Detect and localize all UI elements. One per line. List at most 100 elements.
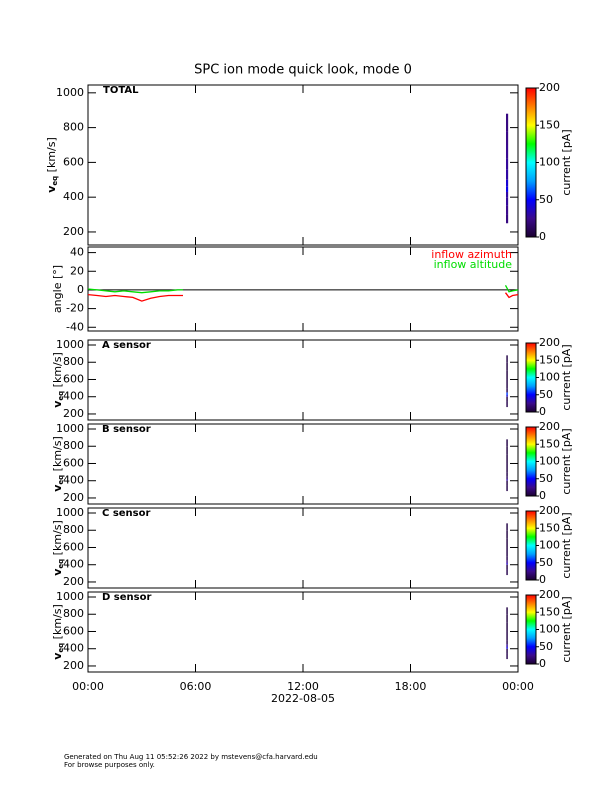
colorbar — [525, 426, 537, 497]
spectrogram-cell — [505, 169, 509, 180]
spectrogram-cell — [506, 396, 508, 402]
y-tick-label: 600 — [63, 540, 84, 553]
spectrogram-cell — [505, 158, 509, 170]
colorbar-tick-label: 50 — [539, 472, 553, 485]
y-axis-title-part: [km/s] — [51, 352, 64, 391]
y-axis-title: veq [km/s] — [51, 520, 65, 576]
colorbar-tick-label: 0 — [539, 230, 546, 243]
y-tick-label: 400 — [63, 190, 84, 203]
y-tick-label: 600 — [63, 155, 84, 168]
spectrogram-cell — [506, 401, 508, 408]
y-tick-label: 0 — [77, 283, 84, 296]
y-axis-title-part: [km/s] — [45, 137, 58, 176]
chart-title: SPC ion mode quick look, mode 0 — [194, 63, 412, 78]
panel-label: B sensor — [102, 424, 151, 435]
y-axis-title-part: [km/s] — [51, 520, 64, 559]
spectrogram-cell — [506, 556, 508, 561]
colorbar-tick-label: 50 — [539, 640, 553, 653]
legend-entry: inflow azimuth — [431, 248, 512, 261]
series-line — [87, 284, 519, 294]
y-tick-label: -20 — [66, 302, 84, 315]
spectrogram-cell — [506, 564, 508, 570]
spectrogram-cell — [506, 607, 508, 615]
colorbar — [525, 510, 537, 581]
colorbar-tick-label: 150 — [539, 437, 560, 450]
spectrogram-cell — [506, 523, 508, 531]
spectrogram-cell — [506, 485, 508, 492]
spectrogram-cell — [505, 197, 509, 206]
y-tick-label: 1000 — [56, 590, 84, 603]
colorbar-title: current [pA] — [560, 129, 573, 195]
y-axis-title-sub: eq — [57, 475, 65, 485]
colorbar-tick-label: 200 — [539, 588, 560, 601]
y-axis-title-part: v — [51, 652, 64, 660]
y-tick-label: 200 — [63, 491, 84, 504]
x-tick-label: 18:00 — [395, 680, 427, 693]
y-tick-label: 800 — [63, 355, 84, 368]
spectrogram-cell — [506, 379, 508, 389]
y-axis-title: veq [km/s] — [51, 436, 65, 492]
colorbar-tick-label: 50 — [539, 388, 553, 401]
spectrogram-cell — [506, 388, 508, 393]
footer-line: For browse purposes only. — [64, 761, 155, 769]
y-tick-label: 800 — [63, 523, 84, 536]
y-axis-title: veq [km/s] — [45, 137, 59, 193]
y-tick-label: 400 — [63, 642, 84, 655]
colorbar-tick-label: 100 — [539, 455, 560, 468]
colorbar-tick-label: 50 — [539, 556, 553, 569]
series-line — [87, 292, 519, 302]
y-tick-label: 1000 — [56, 86, 84, 99]
y-axis-title: veq [km/s] — [51, 352, 65, 408]
x-tick-label: 06:00 — [180, 680, 212, 693]
colorbar-tick-label: 0 — [539, 489, 546, 502]
spectrogram-cell — [505, 145, 509, 159]
colorbar-title: current [pA] — [560, 344, 573, 410]
colorbar-title: current [pA] — [560, 596, 573, 662]
spectrogram-cell — [506, 355, 508, 363]
colorbar-title: current [pA] — [560, 512, 573, 578]
spectrogram-cell — [505, 179, 509, 187]
y-tick-label: 600 — [63, 624, 84, 637]
spectrogram-cell — [506, 392, 508, 395]
y-tick-label: 20 — [70, 264, 84, 277]
colorbar-tick-label: 100 — [539, 539, 560, 552]
spectrogram-cell — [506, 362, 508, 371]
y-tick-label: 200 — [63, 407, 84, 420]
y-tick-label: 200 — [63, 659, 84, 672]
spectrogram-cell — [506, 472, 508, 477]
spectrogram-cell — [506, 563, 508, 565]
spectrogram-cell — [506, 560, 508, 563]
spectrogram-cell — [506, 648, 508, 654]
y-axis-title-sub: eq — [51, 176, 59, 186]
spectrogram-cell — [506, 622, 508, 632]
spectrogram-cell — [506, 463, 508, 473]
spectrogram-cell — [506, 640, 508, 645]
y-tick-label: 200 — [63, 575, 84, 588]
y-tick-label: 400 — [63, 558, 84, 571]
y-axis-title-part: v — [51, 568, 64, 576]
spectrogram-cell — [506, 631, 508, 641]
y-tick-label: 1000 — [56, 422, 84, 435]
colorbar-tick-label: 150 — [539, 605, 560, 618]
spectrogram-cell — [506, 614, 508, 623]
x-tick-label: 12:00 — [287, 680, 319, 693]
panel-label: C sensor — [102, 508, 150, 519]
spectrogram-cell — [506, 547, 508, 557]
y-tick-label: 400 — [63, 390, 84, 403]
y-tick-label: 600 — [63, 456, 84, 469]
spectrogram-cell — [506, 479, 508, 481]
x-axis-title: 2022-08-05 — [271, 692, 335, 705]
colorbar-tick-label: 0 — [539, 573, 546, 586]
spectrogram-cell — [506, 644, 508, 647]
y-axis-title: veq [km/s] — [51, 604, 65, 660]
spectrogram-cell — [505, 113, 509, 132]
y-axis-title-part: v — [45, 185, 58, 193]
y-axis-title-part: [km/s] — [51, 436, 64, 475]
x-tick-label: 00:00 — [72, 680, 104, 693]
y-axis-title-sub: eq — [57, 391, 65, 401]
y-tick-label: 800 — [63, 121, 84, 134]
y-axis-title-sub: eq — [57, 643, 65, 653]
y-tick-label: 40 — [70, 246, 84, 259]
spectrogram-cell — [506, 653, 508, 660]
